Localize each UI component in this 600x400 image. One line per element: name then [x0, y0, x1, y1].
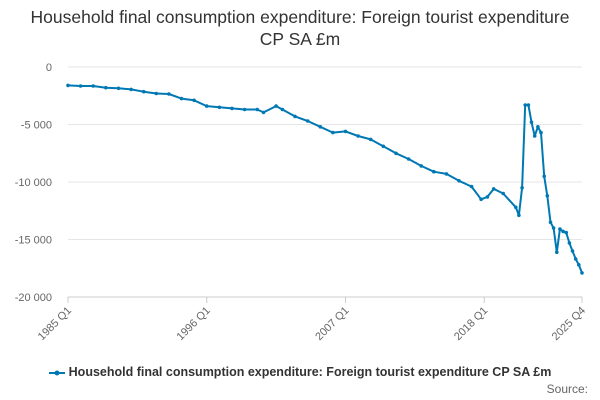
data-point[interactable] [570, 249, 575, 253]
legend-label: Household final consumption expenditure:… [68, 365, 552, 379]
data-point[interactable] [356, 134, 360, 138]
data-point[interactable] [457, 179, 461, 183]
data-point[interactable] [514, 205, 518, 210]
data-point[interactable] [318, 125, 323, 129]
data-point[interactable] [230, 106, 234, 111]
data-point[interactable] [293, 114, 297, 119]
grid-lines [68, 66, 582, 298]
data-point[interactable] [469, 184, 474, 189]
data-point[interactable] [536, 125, 540, 129]
data-point[interactable] [561, 229, 565, 234]
y-tick-label: -15 000 [15, 235, 52, 247]
source-label: Source: [546, 382, 588, 396]
data-point[interactable] [551, 226, 556, 230]
data-point[interactable] [129, 87, 133, 92]
data-point[interactable] [529, 120, 534, 124]
data-point[interactable] [479, 197, 483, 202]
x-tick-label: 1996 Q1 [175, 305, 213, 343]
data-point[interactable] [406, 157, 411, 161]
y-tick-label: 0 [46, 62, 52, 74]
data-point[interactable] [381, 144, 386, 149]
x-tick-label: 2025 Q4 [550, 305, 588, 343]
data-point[interactable] [78, 84, 83, 88]
data-point[interactable] [501, 191, 506, 196]
data-point[interactable] [261, 110, 266, 115]
data-point[interactable] [491, 187, 496, 191]
data-point[interactable] [567, 241, 572, 245]
data-point[interactable] [204, 104, 209, 108]
y-tick-label: -10 000 [15, 177, 52, 189]
data-point[interactable] [116, 86, 121, 91]
data-point[interactable] [368, 137, 373, 142]
data-point[interactable] [255, 107, 259, 112]
data-point[interactable] [573, 257, 578, 261]
data-point[interactable] [242, 107, 247, 112]
y-tick-label: -20 000 [15, 292, 52, 304]
data-point[interactable] [91, 84, 95, 88]
data-point[interactable] [280, 107, 285, 112]
data-point[interactable] [523, 103, 527, 107]
data-point[interactable] [580, 271, 584, 275]
data-point[interactable] [394, 151, 398, 156]
data-point[interactable] [167, 92, 171, 96]
data-point[interactable] [539, 130, 543, 135]
data-point[interactable] [305, 119, 310, 123]
data-point[interactable] [419, 164, 424, 168]
legend[interactable]: Household final consumption expenditure:… [0, 365, 600, 379]
data-point[interactable] [141, 89, 146, 94]
data-point[interactable] [343, 129, 348, 134]
data-point[interactable] [545, 194, 550, 198]
data-point[interactable] [548, 220, 553, 225]
data-point[interactable] [520, 186, 524, 190]
data-point[interactable] [217, 105, 222, 110]
data-point[interactable] [192, 98, 196, 103]
legend-line-icon [48, 370, 65, 376]
x-tick-label: 1985 Q1 [36, 305, 74, 343]
data-point[interactable] [532, 134, 537, 138]
data-point[interactable] [66, 83, 70, 88]
x-tick-label: 2007 Q1 [313, 305, 351, 343]
data-point[interactable] [517, 213, 521, 218]
data-point[interactable] [526, 103, 531, 107]
chart-title: Household final consumption expenditure:… [30, 7, 570, 49]
data-point[interactable] [274, 104, 278, 108]
data-point[interactable] [542, 174, 546, 179]
data-point[interactable] [485, 195, 490, 199]
series-layer [66, 83, 584, 275]
data-point[interactable] [577, 263, 581, 267]
data-point[interactable] [179, 96, 184, 101]
y-tick-label: -5 000 [21, 120, 52, 132]
data-point[interactable] [444, 172, 449, 176]
data-point[interactable] [154, 91, 159, 96]
series-line[interactable] [67, 84, 583, 274]
data-point[interactable] [104, 85, 108, 90]
x-tick-label: 2018 Q1 [452, 305, 490, 343]
data-point[interactable] [331, 130, 335, 135]
data-point[interactable] [432, 169, 436, 174]
data-point[interactable] [555, 250, 559, 254]
data-point[interactable] [558, 227, 562, 231]
data-point[interactable] [564, 230, 568, 235]
